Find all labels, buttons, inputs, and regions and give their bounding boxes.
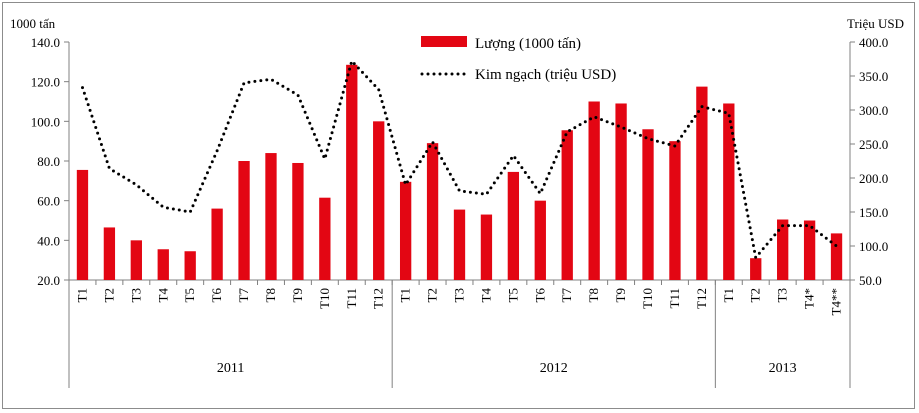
bar — [399, 181, 412, 280]
category-label: T12 — [694, 288, 709, 309]
left-tick-label: 100.0 — [31, 114, 60, 129]
category-label: T11 — [667, 288, 682, 308]
category-label: T2 — [425, 288, 440, 302]
left-tick-label: 140.0 — [31, 35, 60, 50]
category-label: T5 — [182, 288, 197, 302]
category-label: T6 — [209, 288, 224, 303]
bar — [696, 86, 708, 280]
right-tick-label: 50.0 — [859, 273, 882, 288]
bar — [292, 162, 304, 280]
legend-label-bars: Lượng (1000 tấn) — [475, 36, 581, 52]
year-label: 2013 — [769, 361, 797, 376]
legend-swatch-bars — [421, 36, 467, 47]
category-label: T7 — [236, 288, 251, 303]
category-label: T2 — [748, 288, 763, 302]
left-tick-label: 120.0 — [31, 75, 60, 90]
bar — [803, 220, 816, 280]
bar — [346, 64, 358, 280]
category-label: T7 — [559, 288, 574, 303]
bar — [373, 121, 385, 280]
bar — [265, 153, 277, 280]
bar — [319, 197, 331, 280]
right-tick-label: 100.0 — [859, 239, 888, 254]
right-tick-label: 250.0 — [859, 137, 888, 152]
category-label: T9 — [290, 288, 305, 302]
bar — [588, 101, 600, 280]
bar — [750, 258, 762, 280]
category-label: T3 — [775, 288, 790, 302]
legend-label-line: Kim ngạch (triệu USD) — [475, 67, 616, 83]
bar — [777, 219, 789, 280]
bar — [453, 209, 466, 280]
bar — [723, 103, 735, 280]
year-label: 2011 — [217, 361, 244, 376]
bar — [238, 161, 250, 280]
left-tick-label: 80.0 — [37, 154, 60, 169]
chart-frame — [2, 2, 915, 409]
right-tick-label: 300.0 — [859, 103, 888, 118]
category-label: T4 — [478, 288, 493, 303]
category-label: T6 — [532, 288, 547, 303]
category-label: T1 — [721, 288, 736, 302]
bar — [615, 103, 627, 280]
left-axis-title: 1000 tấn — [10, 16, 56, 31]
category-label: T1 — [74, 288, 89, 302]
bar — [130, 240, 142, 280]
category-label: T8 — [586, 288, 601, 302]
bar — [830, 233, 843, 280]
right-tick-label: 350.0 — [859, 69, 888, 84]
left-tick-label: 20.0 — [37, 273, 60, 288]
bar — [103, 227, 116, 280]
bar — [426, 143, 439, 280]
bar — [184, 251, 196, 280]
bar — [534, 200, 546, 280]
right-tick-label: 200.0 — [859, 171, 888, 186]
category-label: T3 — [452, 288, 467, 302]
right-tick-label: 400.0 — [859, 35, 888, 50]
bar — [507, 171, 520, 280]
category-label: T11 — [344, 288, 359, 308]
category-label: T3 — [128, 288, 143, 302]
category-label: T2 — [101, 288, 116, 302]
right-tick-label: 150.0 — [859, 205, 888, 220]
left-tick-label: 60.0 — [37, 194, 60, 209]
right-axis-title: Triệu USD — [847, 16, 904, 31]
category-label: T9 — [613, 288, 628, 302]
bar — [211, 208, 223, 280]
left-tick-label: 40.0 — [37, 233, 60, 248]
bar — [642, 129, 654, 280]
bar — [669, 141, 681, 280]
year-label: 2012 — [540, 361, 568, 376]
category-label: T10 — [317, 288, 332, 309]
bar — [76, 169, 89, 280]
value-line — [81, 59, 838, 260]
category-label: T4** — [829, 288, 844, 315]
category-label: T1 — [398, 288, 413, 302]
category-label: T5 — [505, 288, 520, 302]
category-label: T4 — [155, 288, 170, 303]
bar — [480, 214, 493, 280]
bar — [157, 249, 169, 280]
category-label: T8 — [263, 288, 278, 302]
bar — [561, 130, 573, 280]
category-label: T10 — [640, 288, 655, 309]
category-label: T12 — [371, 288, 386, 309]
category-label: T4* — [802, 288, 817, 309]
